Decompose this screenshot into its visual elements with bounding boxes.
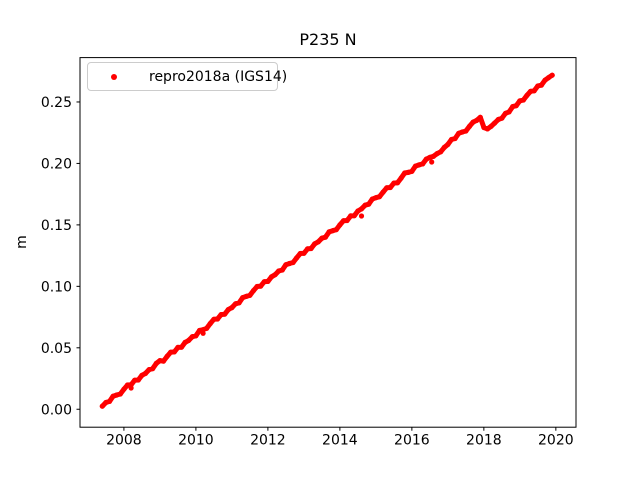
svg-text:0.05: 0.05 — [41, 341, 72, 357]
legend: repro2018a (IGS14) — [87, 62, 287, 91]
svg-text:2018: 2018 — [466, 433, 502, 449]
svg-text:0.15: 0.15 — [41, 218, 72, 234]
legend-dot-icon — [111, 73, 117, 80]
chart-title: P235 N — [299, 30, 357, 49]
legend-label: repro2018a (IGS14) — [149, 68, 288, 85]
svg-text:0.25: 0.25 — [41, 95, 72, 111]
svg-text:2016: 2016 — [394, 433, 430, 449]
svg-text:2010: 2010 — [178, 433, 214, 449]
svg-text:0.00: 0.00 — [41, 402, 72, 418]
svg-text:2008: 2008 — [106, 433, 142, 449]
svg-text:2020: 2020 — [538, 433, 574, 449]
svg-text:0.20: 0.20 — [41, 156, 72, 172]
svg-text:0.10: 0.10 — [41, 279, 72, 295]
svg-text:2014: 2014 — [322, 433, 358, 449]
svg-text:2012: 2012 — [250, 433, 286, 449]
